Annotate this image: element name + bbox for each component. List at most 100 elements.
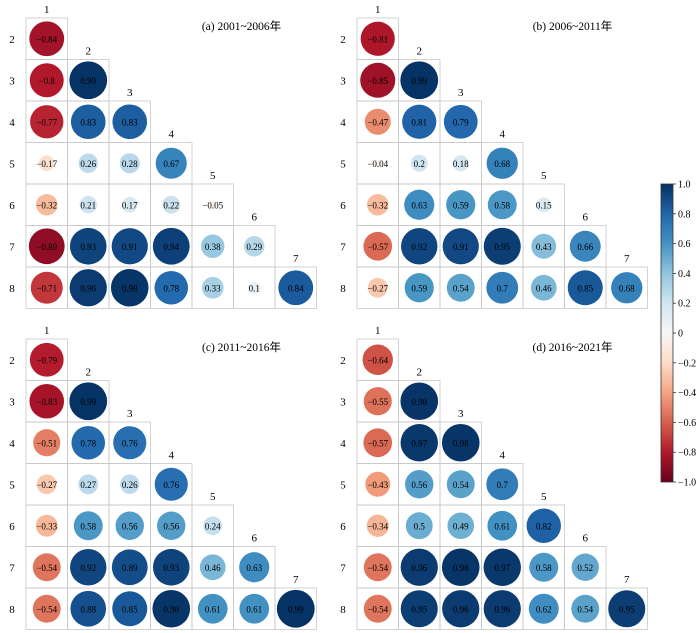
value-label: 0.82: [536, 521, 552, 531]
correlation-circle: [115, 511, 144, 540]
value-label: 0.2: [414, 159, 425, 169]
value-label: −0.54: [367, 563, 388, 573]
colorbar-tick-label: 0.2: [678, 299, 691, 310]
correlation-circle: [69, 269, 107, 307]
correlation-circle: [442, 590, 480, 628]
column-label: 7: [624, 574, 630, 586]
column-label: 6: [583, 212, 589, 224]
value-label: 0.63: [411, 200, 427, 210]
correlation-circle: [278, 270, 314, 306]
correlation-circle: [73, 511, 103, 541]
value-label: 0.84: [288, 283, 304, 293]
correlation-circle: [611, 272, 643, 304]
value-label: 0.93: [163, 563, 179, 573]
value-label: −0.57: [367, 438, 388, 448]
correlation-circle: [78, 474, 99, 495]
value-label: −0.54: [36, 563, 57, 573]
value-label: 0.94: [163, 242, 179, 252]
correlation-circle: [367, 194, 389, 216]
correlation-circle: [363, 387, 392, 416]
row-label: 7: [9, 241, 15, 253]
correlation-circle: [486, 147, 518, 179]
value-label: 0.24: [205, 521, 221, 531]
column-label: 2: [417, 367, 423, 379]
correlation-circle: [121, 196, 138, 213]
value-label: 0.63: [246, 563, 262, 573]
correlation-circle: [452, 155, 469, 172]
colorbar-tick-label: −1.0: [678, 478, 696, 489]
value-label: 0.99: [411, 76, 427, 86]
correlation-circle: [162, 195, 181, 214]
value-label: 0.96: [494, 604, 510, 614]
value-label: −0.51: [36, 438, 57, 448]
value-label: −0.79: [36, 355, 57, 365]
correlation-circle: [71, 425, 106, 460]
column-label: 6: [583, 533, 589, 545]
value-label: 0.18: [453, 159, 469, 169]
correlation-circle: [571, 594, 600, 623]
colorbar-tick-label: 0.8: [678, 209, 691, 220]
correlation-circle: [364, 108, 391, 135]
column-label: 7: [293, 253, 299, 265]
value-label: 0.43: [536, 242, 552, 252]
correlation-circle: [362, 344, 393, 375]
value-label: 0.61: [205, 604, 221, 614]
correlation-circle: [111, 228, 148, 265]
correlation-circle: [373, 159, 382, 168]
correlation-circle: [112, 104, 148, 140]
value-label: −0.47: [367, 117, 388, 127]
correlation-circle: [442, 228, 479, 265]
correlation-circle: [401, 228, 438, 265]
correlation-circle: [203, 516, 223, 536]
value-label: −0.89: [36, 242, 57, 252]
value-label: −0.27: [36, 480, 57, 490]
row-label: 8: [340, 283, 346, 295]
value-label: 0.54: [453, 283, 469, 293]
value-label: −0.54: [36, 604, 57, 614]
correlation-circle: [157, 511, 186, 540]
correlation-circle: [29, 383, 65, 419]
correlation-circle: [35, 514, 58, 537]
row-label: 6: [9, 521, 15, 533]
correlation-circle: [69, 227, 107, 265]
column-label: 1: [375, 325, 381, 337]
correlation-circle: [443, 104, 478, 139]
value-label: 0.89: [122, 563, 138, 573]
correlation-circle: [30, 105, 64, 139]
value-label: 0.54: [577, 604, 593, 614]
row-label: 5: [340, 479, 346, 491]
row-label: 4: [340, 438, 346, 450]
value-label: 0.28: [122, 159, 138, 169]
value-label: 0.85: [122, 604, 138, 614]
value-label: 0.99: [288, 604, 304, 614]
column-label: 3: [127, 408, 133, 420]
value-label: −0.8: [39, 76, 56, 86]
correlation-circle: [360, 21, 395, 56]
correlation-circle: [483, 590, 521, 628]
correlation-circle: [608, 590, 646, 628]
colorbar-tick-label: 0.4: [678, 269, 691, 280]
value-label: 0.29: [246, 242, 262, 252]
value-label: 0.93: [80, 242, 96, 252]
value-label: −0.84: [36, 34, 57, 44]
value-label: 0.98: [122, 283, 138, 293]
value-label: 0.15: [536, 200, 552, 210]
value-label: 0.67: [163, 159, 179, 169]
value-label: 0.46: [536, 283, 552, 293]
value-label: 0.99: [80, 76, 96, 86]
correlation-circle: [32, 553, 61, 582]
row-label: 6: [9, 200, 15, 212]
value-label: 0.7: [497, 283, 509, 293]
value-label: 0.68: [619, 283, 635, 293]
value-label: 0.91: [122, 242, 138, 252]
correlation-circle: [404, 273, 434, 303]
column-label: 2: [417, 46, 423, 58]
correlation-circle: [70, 549, 107, 586]
correlation-circle: [405, 470, 434, 499]
correlation-circle: [119, 153, 140, 174]
value-label: 0.26: [122, 480, 138, 490]
value-label: −0.27: [367, 283, 388, 293]
value-label: 0.96: [453, 604, 469, 614]
correlation-circle: [405, 512, 433, 540]
colorbar-tick-label: 0: [678, 329, 683, 340]
